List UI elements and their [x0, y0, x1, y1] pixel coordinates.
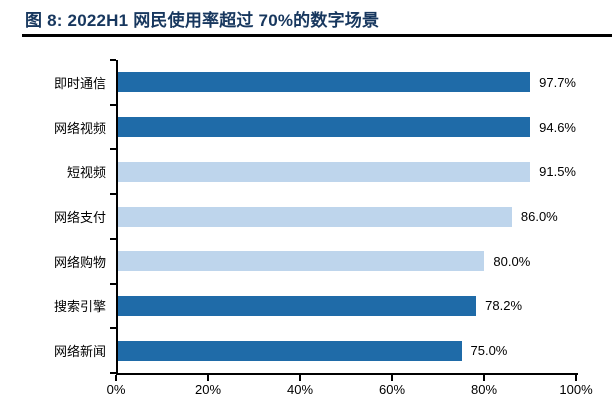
x-tick-label: 80% — [470, 382, 498, 397]
bar-row: 94.6% — [118, 105, 576, 150]
bar-row: 97.7% — [118, 60, 576, 105]
value-label: 86.0% — [520, 209, 558, 225]
bar — [118, 72, 531, 93]
value-label: 80.0% — [493, 253, 531, 269]
category-row: 短视频 — [0, 149, 106, 194]
category-row: 网络购物 — [0, 239, 106, 284]
category-label: 网络购物 — [53, 254, 106, 270]
x-axis-tick — [575, 375, 577, 381]
y-axis-tick — [110, 103, 116, 106]
x-tick-label: 20% — [194, 382, 222, 397]
x-tick-label: 40% — [286, 382, 314, 397]
category-label: 网络支付 — [53, 210, 106, 226]
bar — [118, 161, 531, 182]
x-axis-tick — [115, 375, 117, 381]
bar — [118, 117, 531, 138]
bar — [118, 295, 477, 316]
category-axis: 即时通信网络视频短视频网络支付网络购物搜索引擎网络新闻 — [0, 60, 106, 373]
category-label: 网络视频 — [53, 120, 106, 136]
y-axis-tick — [110, 282, 116, 285]
title-divider — [22, 34, 612, 37]
category-row: 网络视频 — [0, 105, 106, 150]
x-axis-tick — [299, 375, 301, 381]
y-axis-tick — [110, 327, 116, 330]
x-tick-label: 60% — [378, 382, 406, 397]
x-tick-label: 0% — [106, 382, 126, 397]
bar — [118, 340, 462, 361]
bar — [118, 251, 485, 272]
y-axis-line — [116, 60, 118, 375]
category-label: 即时通信 — [53, 75, 106, 91]
x-axis-line — [116, 373, 578, 375]
x-axis-tick — [207, 375, 209, 381]
bar-row: 86.0% — [118, 194, 576, 239]
category-label: 搜索引擎 — [53, 299, 106, 315]
value-label: 94.6% — [539, 119, 576, 135]
x-axis-tick — [483, 375, 485, 381]
value-label: 75.0% — [470, 343, 508, 359]
category-row: 即时通信 — [0, 60, 106, 105]
bar-row: 91.5% — [118, 149, 576, 194]
y-axis-tick — [110, 59, 116, 61]
x-axis-tick — [391, 375, 393, 381]
x-tick-label: 100% — [559, 382, 593, 397]
y-axis-tick — [110, 193, 116, 196]
bar-row: 75.0% — [118, 328, 576, 373]
category-row: 网络支付 — [0, 194, 106, 239]
y-axis-tick — [110, 237, 116, 240]
bar-row: 80.0% — [118, 239, 576, 284]
value-label: 78.2% — [485, 298, 523, 314]
y-axis-tick — [110, 372, 116, 374]
category-label: 网络新闻 — [53, 344, 106, 360]
category-row: 搜索引擎 — [0, 284, 106, 329]
category-row: 网络新闻 — [0, 328, 106, 373]
category-label: 短视频 — [66, 165, 106, 181]
value-label: 91.5% — [539, 164, 576, 180]
chart-title: 图 8: 2022H1 网民使用率超过 70%的数字场景 — [25, 11, 380, 30]
value-label: 97.7% — [539, 74, 576, 90]
bar-row: 78.2% — [118, 284, 576, 329]
bar — [118, 206, 512, 227]
plot-area: 97.7% 94.6% 91.5% 86.0% 80.0% 78.2% 75.0% — [118, 60, 576, 373]
y-axis-tick — [110, 148, 116, 151]
